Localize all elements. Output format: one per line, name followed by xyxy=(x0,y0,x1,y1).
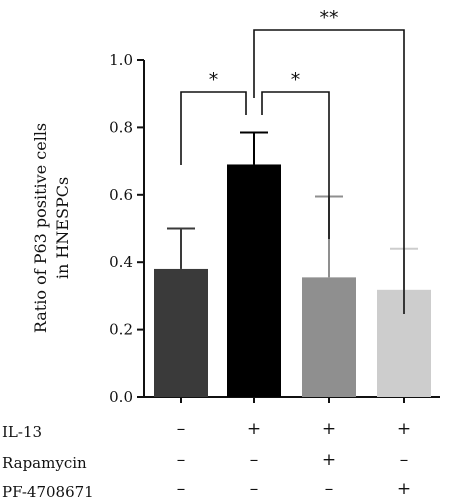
condition-row-2: Rapamycin – – + – xyxy=(2,450,408,472)
condition-value: + xyxy=(247,419,261,439)
condition-value: – xyxy=(400,450,409,470)
condition-value: + xyxy=(397,479,411,499)
significance-brackets: * *** xyxy=(180,7,405,314)
significance-bracket-2: * xyxy=(261,69,330,239)
condition-value: – xyxy=(177,419,186,439)
condition-value: – xyxy=(250,450,259,470)
y-tick-label: 1.0 xyxy=(109,51,133,69)
condition-value: – xyxy=(325,479,334,499)
condition-name: PF-4708671 xyxy=(2,483,94,500)
condition-row-3: PF-4708671 – – – + xyxy=(2,479,411,500)
y-axis-label-line2: in HNESPCs xyxy=(53,177,72,279)
error-bars xyxy=(167,131,418,290)
bars xyxy=(154,164,431,397)
significance-bracket-3: ** xyxy=(253,7,405,314)
y-tick-label: 0.2 xyxy=(109,321,133,339)
condition-value: – xyxy=(250,479,259,499)
significance-label: ** xyxy=(320,7,339,29)
y-axis-label-line1: Ratio of P63 positive cells xyxy=(31,123,50,333)
significance-label: * xyxy=(291,69,301,91)
condition-value: + xyxy=(397,419,411,439)
bar-3 xyxy=(302,277,356,397)
error-bar-2 xyxy=(240,131,268,165)
bar-2 xyxy=(227,164,281,397)
significance-bracket-1: * xyxy=(180,69,247,165)
bar-1 xyxy=(154,268,208,397)
y-tick-label: 0.4 xyxy=(109,253,133,271)
y-tick-label: 0.8 xyxy=(109,118,133,136)
condition-table: IL-13 – + + + Rapamycin – – + – PF-4708671 – – – + xyxy=(2,397,411,500)
y-tick-label: 0.6 xyxy=(109,186,133,204)
significance-label: * xyxy=(209,69,219,91)
condition-name: Rapamycin xyxy=(2,454,87,472)
condition-row-1: IL-13 – + + + xyxy=(2,419,411,441)
condition-name: IL-13 xyxy=(2,423,42,441)
condition-value: + xyxy=(322,450,336,470)
y-tick-label: 0.0 xyxy=(109,388,133,406)
condition-value: – xyxy=(177,450,186,470)
condition-value: + xyxy=(322,419,336,439)
error-bar-1 xyxy=(167,227,195,269)
y-axis: 0.0 0.2 0.4 0.6 0.8 1.0 xyxy=(109,51,440,406)
condition-value: – xyxy=(177,479,186,499)
